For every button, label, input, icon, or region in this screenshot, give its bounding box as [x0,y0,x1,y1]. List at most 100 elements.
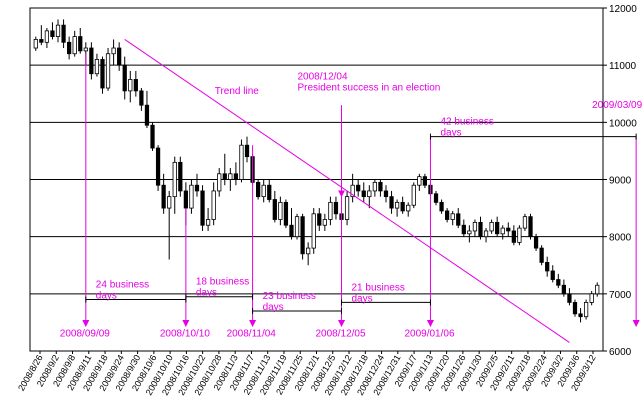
event-date-label: 2008/09/09 [60,329,110,340]
candle-body [495,221,500,235]
candle-body [44,30,50,43]
candle-body [500,227,505,235]
candle-body [583,302,589,318]
candle-body [445,210,450,220]
y-tick-label: 12000 [609,4,637,15]
y-tick-label: 11000 [609,61,637,72]
candle-body [406,204,411,212]
candle-body [550,270,555,280]
candle-body [461,224,466,235]
candle-body [589,293,594,303]
candle-body [528,216,533,238]
candle-body [361,190,366,198]
candle-body [506,227,511,232]
candle-body [545,261,550,272]
y-axis: 6000 7000 8000 9000 10000 11000 12000 [603,4,637,358]
candle-body [311,213,316,249]
candle-body [400,201,405,212]
candle-body [372,181,377,192]
candle-body [211,190,216,220]
event-date-label: 2009/03/09 [592,100,642,111]
candle-body [205,219,211,226]
trend-line [124,39,570,343]
candle-body [517,227,522,243]
candle-body [283,201,289,226]
x-axis: 2008/8/262008/9/22008/9/82008/9/112008/9… [16,351,598,397]
candle-body [89,47,94,75]
y-tick-label: 8000 [609,233,632,244]
candle-body [83,47,88,52]
candle-body [189,184,194,209]
candle-body [439,201,444,212]
interval-label: 24 business [96,280,149,291]
candle-body [161,184,166,209]
trend-line-label: Trend line [215,86,260,97]
y-tick-label: 9000 [609,176,632,187]
candle-body [300,216,305,255]
candle-body [167,196,172,209]
candle-body [322,219,327,226]
candles [33,19,600,323]
candle-body [417,176,422,186]
candle-body [561,284,566,295]
candle-body [228,173,233,180]
candle-body [100,59,105,89]
candle-body [50,30,55,37]
candle-body [61,24,66,43]
candle-body [511,230,516,243]
annotation-label: 2008/12/04 [298,71,348,82]
candle-body [483,230,489,238]
event-date-label: 2008/12/05 [316,329,366,340]
candle-body [194,184,200,192]
candle-body [367,190,372,198]
interval-label: days [352,293,373,304]
candle-body [178,161,183,192]
candle-body [122,64,127,92]
event-date-label: 2009/01/06 [404,329,454,340]
candle-body [389,196,394,209]
candle-body [150,124,155,149]
candle-body [533,236,539,249]
annotation-label: President success in an election [298,82,441,93]
candle-body [539,247,544,263]
event-date-label: 2008/11/04 [227,329,277,340]
candle-body [111,47,116,55]
candle-body [222,173,227,180]
candle-body [344,196,350,220]
candle-body [128,79,133,92]
interval-label: days [440,128,461,139]
candle-body [155,147,161,186]
candle-body [244,144,250,158]
candle-body [383,190,389,198]
candle-body [467,230,472,235]
candle-body [261,184,266,198]
interval-label: days [263,302,284,313]
interval-label: 42 business [440,117,493,128]
candle-body [489,221,494,232]
candle-body [272,199,277,220]
candle-body [350,184,355,198]
candle-body [256,181,261,198]
candle-body [328,201,333,220]
candle-body [522,216,528,229]
candle-body [139,90,144,106]
candle-body [294,216,300,238]
annotations: Trend line 2008/09/09 2008/10/10 2008/11/04… [60,39,643,343]
candle-body [595,284,600,295]
candle-body [356,184,361,192]
candle-body [39,39,44,43]
candle-body [306,247,311,255]
candle-body [317,213,322,226]
y-tick-label: 10000 [609,118,637,129]
candle-body [556,279,561,286]
candle-body [200,190,205,226]
candle-body [94,59,100,75]
y-tick-label: 7000 [609,290,632,301]
candle-body [456,213,461,226]
candle-body [572,302,578,315]
y-tick-label: 6000 [609,347,632,358]
candle-body [267,184,272,200]
interval-label: 18 business [196,277,249,288]
interval-label: days [196,288,217,299]
